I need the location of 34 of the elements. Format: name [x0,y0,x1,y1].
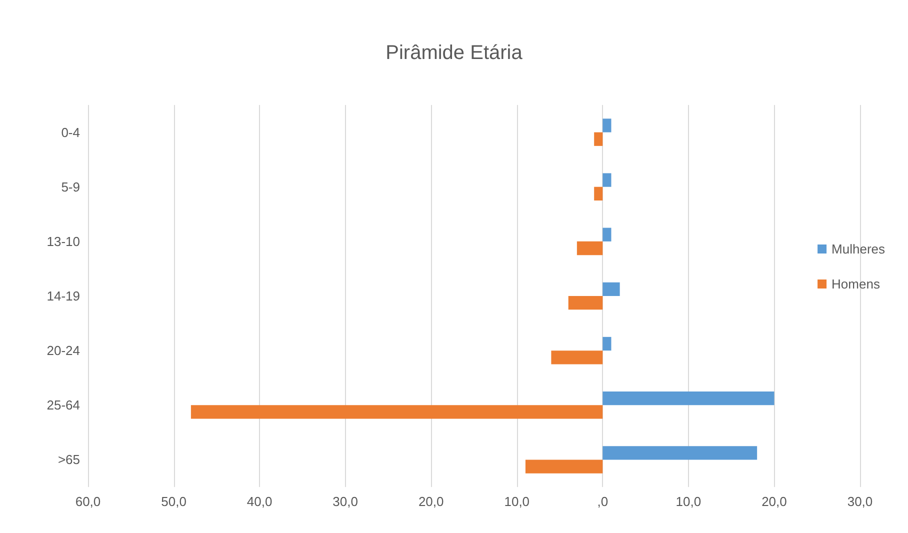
chart-title: Pirâmide Etária [386,42,524,64]
bar [602,228,612,242]
y-tick-label: 14-19 [46,288,80,304]
bar [551,350,603,364]
bar [594,132,603,146]
x-tick-label: ,0 [597,494,608,509]
x-tick-label: 10,0 [504,494,530,509]
bar [602,173,612,187]
legend-label: Mulheres [832,242,886,256]
bar [602,282,620,296]
y-tick-label: 25-64 [46,398,80,413]
bar [602,392,774,406]
x-tick-label: 50,0 [161,494,186,509]
bar [576,241,603,256]
x-tick-label: 60,0 [75,494,101,509]
x-tick-label: 10,0 [676,494,702,509]
bar [525,460,603,474]
bar [602,118,612,132]
y-tick-label: 20-24 [46,343,80,358]
bar [602,446,758,460]
bar [568,296,603,310]
y-tick-label: 5-9 [61,179,80,194]
x-tick-label: 30,0 [847,494,873,509]
bar [594,186,603,200]
bar [190,405,603,419]
y-tick-label: 0-4 [61,124,80,140]
x-tick-label: 30,0 [332,494,358,509]
legend-label: Homens [832,276,880,292]
y-tick-label: 13-10 [46,234,80,249]
y-tick-label: >65 [58,452,80,468]
x-tick-label: 20,0 [418,494,444,509]
bar [602,336,612,351]
x-tick-label: 20,0 [762,494,787,509]
x-tick-label: 40,0 [246,494,272,509]
